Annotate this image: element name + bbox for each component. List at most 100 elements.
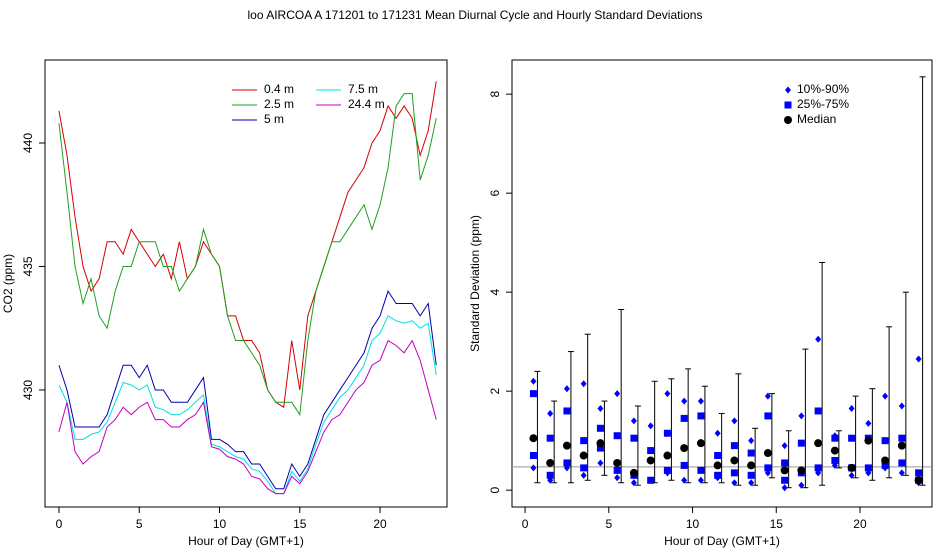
square-marker: [680, 461, 688, 469]
diamond-marker: [647, 422, 654, 430]
x-tick-label: 20: [853, 517, 867, 531]
x-tick-label: 0: [522, 517, 529, 531]
square-marker: [630, 434, 638, 442]
square-marker: [647, 447, 655, 455]
diamond-marker: [781, 442, 788, 450]
circle-marker: [847, 463, 856, 472]
y-axis-label: CO2 (ppm): [1, 254, 15, 313]
square-marker: [898, 434, 906, 442]
circle-marker: [579, 451, 588, 460]
legend-label: 7.5 m: [348, 82, 378, 96]
diamond-marker: [748, 437, 755, 445]
diamond-marker: [563, 385, 570, 393]
square-marker: [814, 464, 822, 472]
diamond-marker: [530, 377, 537, 385]
square-marker: [881, 461, 889, 469]
circle-marker: [881, 456, 890, 465]
diamond-marker: [697, 397, 704, 405]
circle-marker: [864, 436, 873, 445]
diamond-marker: [714, 429, 721, 437]
y-tick-label: 2: [488, 388, 502, 395]
y-tick-label: 435: [21, 256, 35, 276]
diamond-marker: [898, 469, 905, 477]
diamond-marker: [697, 476, 704, 484]
x-tick-label: 20: [373, 517, 387, 531]
plot-frame: [44, 59, 448, 508]
diamond-marker: [614, 474, 621, 482]
square-marker: [563, 459, 571, 467]
circle-marker: [897, 441, 906, 450]
x-tick-label: 5: [605, 517, 612, 531]
circle-marker: [596, 439, 605, 448]
y-tick-label: 430: [21, 380, 35, 400]
x-tick-label: 10: [686, 517, 700, 531]
circle-marker: [713, 461, 722, 470]
square-marker: [546, 434, 554, 442]
line: [58, 81, 437, 409]
x-axis-label: Hour of Day (GMT+1): [188, 534, 304, 548]
circle-marker: [814, 439, 823, 448]
y-axis-label: Standard Deviation (ppm): [468, 215, 482, 352]
square-marker: [747, 471, 755, 479]
circle-marker: [784, 116, 792, 124]
square-marker: [915, 469, 923, 477]
square-marker: [663, 429, 671, 437]
diamond-marker: [530, 464, 537, 472]
circle-marker: [646, 456, 655, 465]
diamond-marker: [597, 459, 604, 467]
square-marker: [596, 444, 604, 452]
line: [58, 93, 437, 417]
circle-marker: [797, 466, 806, 475]
diamond-marker: [785, 86, 791, 94]
square-marker: [680, 414, 688, 422]
circle-marker: [546, 458, 555, 467]
square-marker: [697, 412, 705, 420]
square-marker: [898, 459, 906, 467]
square-marker: [529, 452, 537, 460]
square-marker: [764, 464, 772, 472]
diamond-marker: [664, 390, 671, 398]
diamond-marker: [597, 404, 604, 412]
diamond-marker: [848, 404, 855, 412]
circle-marker: [529, 434, 538, 443]
circle-marker: [747, 461, 756, 470]
legend-label: 25%-75%: [797, 97, 849, 111]
diamond-marker: [798, 481, 805, 489]
figure-title: loo AIRCOA A 171201 to 171231 Mean Diurn…: [248, 8, 703, 22]
diamond-marker: [865, 419, 872, 427]
square-marker: [730, 469, 738, 477]
y-tick-label: 8: [488, 90, 502, 97]
square-marker: [529, 390, 537, 398]
y-tick-label: 440: [21, 133, 35, 153]
square-marker: [714, 471, 722, 479]
square-marker: [613, 432, 621, 440]
square-marker: [864, 464, 872, 472]
circle-marker: [562, 441, 571, 450]
diamond-marker: [781, 484, 788, 492]
square-marker: [781, 459, 789, 467]
x-tick-label: 15: [293, 517, 307, 531]
x-tick-label: 0: [56, 517, 63, 531]
square-marker: [647, 476, 655, 484]
diamond-marker: [915, 355, 922, 363]
square-marker: [881, 437, 889, 445]
diamond-marker: [764, 392, 771, 400]
square-marker: [764, 412, 772, 420]
square-marker: [784, 101, 792, 109]
diamond-marker: [882, 392, 889, 400]
square-marker: [814, 407, 822, 415]
diamond-marker: [630, 417, 637, 425]
square-marker: [730, 442, 738, 450]
diamond-marker: [898, 402, 905, 410]
y-tick-label: 0: [488, 487, 502, 494]
square-marker: [697, 466, 705, 474]
diamond-marker: [614, 390, 621, 398]
circle-marker: [663, 451, 672, 460]
legend-label: 10%-90%: [797, 82, 849, 96]
circle-marker: [696, 439, 705, 448]
square-marker: [563, 407, 571, 415]
square-marker: [831, 456, 839, 464]
x-tick-label: 10: [213, 517, 227, 531]
square-marker: [580, 437, 588, 445]
